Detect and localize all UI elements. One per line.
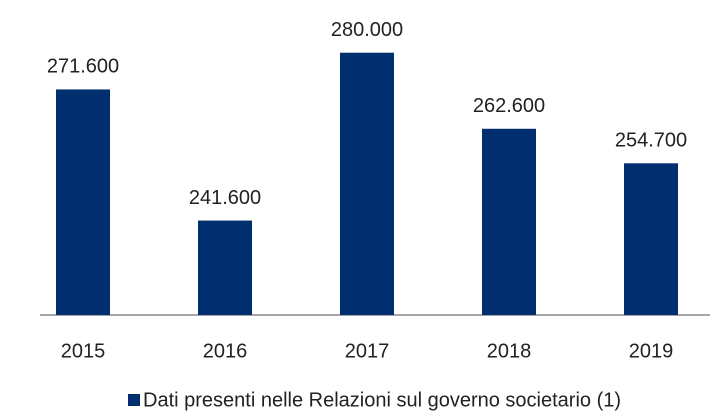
bar bbox=[340, 52, 394, 315]
x-tick-label: 2017 bbox=[345, 340, 390, 362]
value-label: 241.600 bbox=[189, 187, 261, 209]
x-tick-label: 2019 bbox=[629, 340, 674, 362]
value-label: 271.600 bbox=[47, 56, 119, 78]
value-label: 280.000 bbox=[331, 19, 403, 41]
x-tick-label: 2015 bbox=[61, 340, 106, 362]
bar bbox=[56, 89, 110, 315]
x-tick-label: 2018 bbox=[487, 340, 532, 362]
bar bbox=[482, 128, 536, 315]
x-tick-label: 2016 bbox=[203, 340, 248, 362]
legend-swatch bbox=[128, 394, 140, 406]
value-label: 254.700 bbox=[615, 130, 687, 152]
value-label: 262.600 bbox=[473, 95, 545, 117]
bar bbox=[624, 163, 678, 315]
bar bbox=[198, 220, 252, 315]
legend-label: Dati presenti nelle Relazioni sul govern… bbox=[143, 389, 621, 411]
